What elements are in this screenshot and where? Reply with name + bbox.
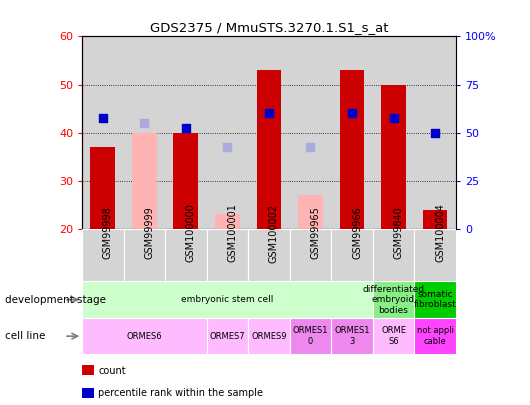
Bar [91,147,116,229]
Bar [173,133,198,229]
Point [99,115,107,122]
Text: not appli
cable: not appli cable [417,326,454,346]
Bar [373,36,414,229]
Bar [248,229,290,281]
Text: ORMES1
3: ORMES1 3 [334,326,370,346]
Point [348,110,356,117]
Point [223,144,232,150]
Text: somatic
fibroblast: somatic fibroblast [414,290,456,309]
Bar [422,210,447,229]
Bar [414,229,456,281]
Text: differentiated
embryoid
bodies: differentiated embryoid bodies [363,285,425,315]
Bar [331,229,373,281]
Bar [207,36,248,229]
Title: GDS2375 / MmuSTS.3270.1.S1_s_at: GDS2375 / MmuSTS.3270.1.S1_s_at [150,21,388,34]
Bar [215,214,240,229]
Point [431,130,439,136]
Bar [248,36,290,229]
Bar [248,318,290,354]
Text: development stage: development stage [5,295,107,305]
Point [140,120,148,126]
Bar [290,36,331,229]
Text: GSM99998: GSM99998 [103,207,113,260]
Text: GSM100004: GSM100004 [435,204,445,262]
Bar [132,133,157,229]
Bar [82,281,373,318]
Bar [82,318,207,354]
Bar [123,229,165,281]
Text: GSM99965: GSM99965 [311,207,321,260]
Text: embryonic stem cell: embryonic stem cell [181,295,273,304]
Bar [82,229,123,281]
Text: percentile rank within the sample: percentile rank within the sample [98,388,263,398]
Text: ORMES9: ORMES9 [251,332,287,341]
Bar [373,318,414,354]
Bar [82,36,123,229]
Text: GSM100002: GSM100002 [269,204,279,262]
Bar [373,229,414,281]
Bar [381,85,406,229]
Bar [340,70,365,229]
Bar [257,70,281,229]
Bar [207,229,248,281]
Text: GSM99999: GSM99999 [144,207,154,260]
Text: GSM99840: GSM99840 [393,207,403,260]
Text: ORMES1
0: ORMES1 0 [293,326,328,346]
Point [182,125,190,131]
Text: GSM100001: GSM100001 [227,204,237,262]
Bar [298,195,323,229]
Bar [123,36,165,229]
Bar [414,281,456,318]
Bar [331,318,373,354]
Point [306,144,315,150]
Bar [331,36,373,229]
Bar [373,281,414,318]
Bar [207,318,248,354]
Text: cell line: cell line [5,331,46,341]
Bar [290,318,331,354]
Text: GSM100000: GSM100000 [186,204,196,262]
Point [264,110,273,117]
Bar [414,36,456,229]
Point [389,115,398,122]
Bar [165,229,207,281]
Text: count: count [98,366,126,375]
Bar [165,36,207,229]
Bar [290,229,331,281]
Text: ORMES7: ORMES7 [210,332,245,341]
Text: ORMES6: ORMES6 [127,332,162,341]
Bar [414,318,456,354]
Text: GSM99966: GSM99966 [352,207,362,260]
Text: ORME
S6: ORME S6 [381,326,406,346]
